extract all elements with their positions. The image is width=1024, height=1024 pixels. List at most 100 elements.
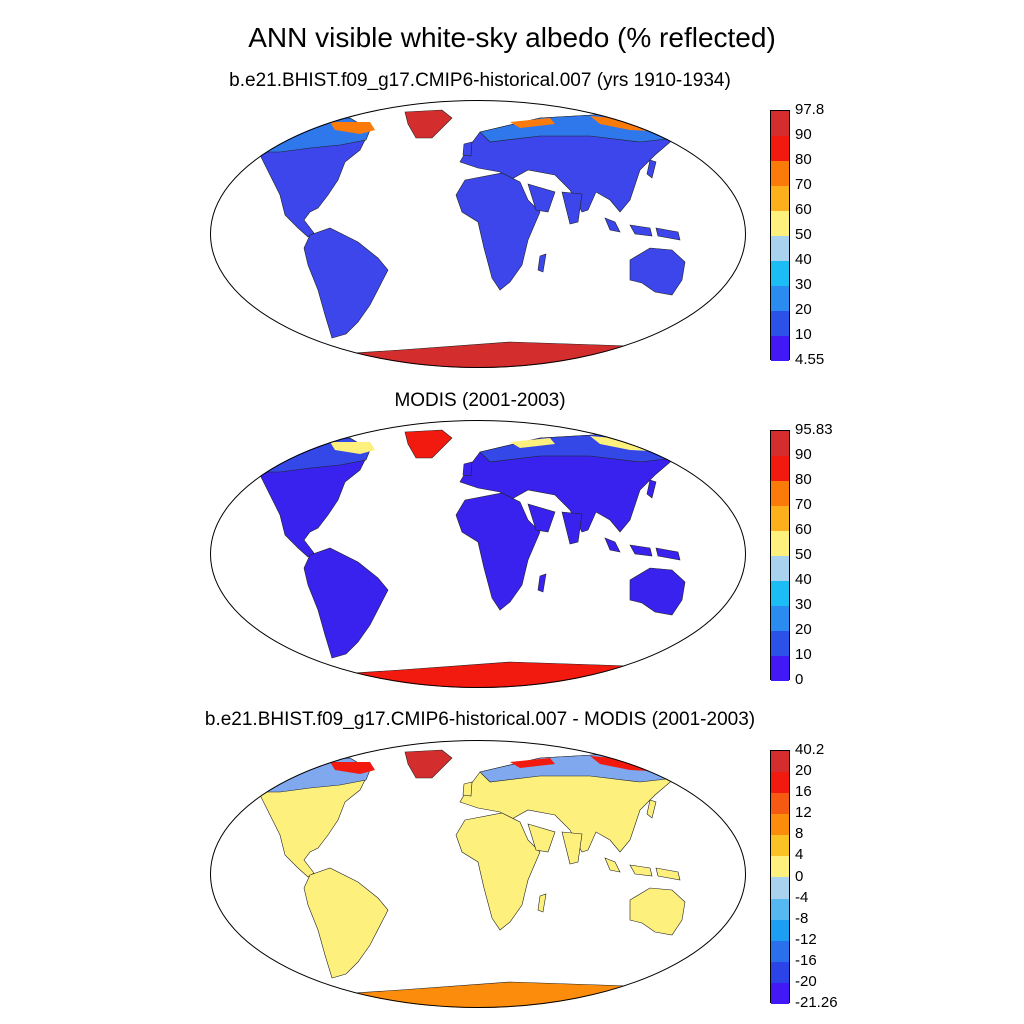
colorbar-tick-label: 4: [795, 846, 804, 864]
colorbar-tick-label: 16: [795, 783, 812, 801]
colorbar-tick-label: 20: [795, 621, 812, 638]
colorbar-tick-label: -12: [795, 930, 817, 948]
south-america-region: [303, 227, 389, 339]
map-projection-outline: [210, 420, 746, 688]
colorbar-swatch: [771, 898, 789, 920]
colorbar-swatch: [771, 286, 789, 311]
antarctica-region: [299, 981, 661, 1008]
japan-region: [646, 479, 657, 499]
modis-colorbar: [770, 430, 790, 681]
colorbar-swatch: [771, 606, 789, 631]
colorbar-tick-label: -20: [795, 972, 817, 990]
colorbar-tick-label: 80: [795, 471, 812, 488]
colorbar-tick-label: 0: [795, 671, 804, 688]
southeast-asia-islands-region: [604, 537, 681, 561]
arctic-coast-region: [330, 436, 672, 454]
model-albedo-map: [210, 100, 746, 368]
british-isles-region: [462, 461, 473, 477]
colorbar-swatch: [771, 814, 789, 836]
colorbar-tick-label: -16: [795, 951, 817, 969]
australia-region: [629, 887, 686, 936]
colorbar-swatch: [771, 631, 789, 656]
british-isles-region: [462, 141, 473, 157]
colorbar-tick-label: 50: [795, 546, 812, 563]
colorbar-swatch: [771, 961, 789, 983]
colorbar-swatch: [771, 531, 789, 556]
arabia-region: [527, 823, 556, 853]
colorbar-tick-label: 12: [795, 804, 812, 822]
colorbar-tick-label: 10: [795, 326, 812, 343]
australia-region: [629, 567, 686, 616]
africa-region: [455, 492, 541, 611]
arctic-coast-region: [330, 116, 672, 134]
australia-region: [629, 247, 686, 296]
map-projection-outline: [210, 100, 746, 368]
colorbar-tick-label: 40: [795, 571, 812, 588]
southeast-asia-islands-region: [604, 217, 681, 241]
colorbar-tick-label: -8: [795, 909, 809, 927]
colorbar-swatch: [771, 236, 789, 261]
colorbar-tick-label: -4: [795, 888, 809, 906]
colorbar-tick-label: 20: [795, 301, 812, 318]
model-panel-title: b.e21.BHIST.f09_g17.CMIP6-historical.007…: [229, 70, 731, 91]
greenland-region: [404, 749, 453, 779]
modis-albedo-map: [210, 420, 746, 688]
arabia-region: [527, 503, 556, 533]
colorbar-swatch: [771, 793, 789, 815]
colorbar-swatch: [771, 751, 789, 773]
colorbar-tick-label: 4.55: [795, 351, 825, 368]
madagascar-region: [537, 573, 547, 593]
colorbar-swatch: [771, 311, 789, 336]
british-isles-region: [462, 781, 473, 797]
model-colorbar: [770, 110, 790, 361]
colorbar-swatch: [771, 506, 789, 531]
india-region: [561, 191, 583, 225]
colorbar-swatch: [771, 186, 789, 211]
colorbar-tick-label: 70: [795, 176, 812, 193]
colorbar-swatch: [771, 261, 789, 286]
colorbar-swatch: [771, 940, 789, 962]
colorbar-tick-label: 20: [795, 762, 812, 780]
colorbar-swatch: [771, 919, 789, 941]
colorbar-tick-label: 8: [795, 825, 804, 843]
africa-region: [455, 812, 541, 931]
colorbar-swatch: [771, 431, 789, 456]
japan-region: [646, 159, 657, 179]
colorbar-tick-label: 90: [795, 446, 812, 463]
colorbar-tick-label: -21.26: [795, 994, 838, 1011]
southeast-asia-islands-region: [604, 857, 681, 881]
colorbar-swatch: [771, 161, 789, 186]
greenland-region: [404, 109, 453, 139]
greenland-region: [404, 429, 453, 459]
africa-region: [455, 172, 541, 291]
colorbar-swatch: [771, 481, 789, 506]
colorbar-tick-label: 40.2: [795, 741, 825, 758]
india-region: [561, 831, 583, 865]
difference-albedo-map: [210, 740, 746, 1008]
colorbar-swatch: [771, 211, 789, 236]
colorbar-tick-label: 30: [795, 596, 812, 613]
colorbar-tick-label: 10: [795, 646, 812, 663]
colorbar-swatch: [771, 877, 789, 899]
antarctica-region: [299, 341, 661, 368]
colorbar-tick-label: 80: [795, 151, 812, 168]
colorbar-tick-label: 30: [795, 276, 812, 293]
colorbar-tick-label: 90: [795, 126, 812, 143]
india-region: [561, 511, 583, 545]
colorbar-swatch: [771, 336, 789, 361]
colorbar-swatch: [771, 556, 789, 581]
arctic-coast-region: [330, 756, 672, 774]
colorbar-swatch: [771, 111, 789, 136]
colorbar-swatch: [771, 772, 789, 794]
south-america-region: [303, 547, 389, 659]
colorbar-tick-label: 50: [795, 226, 812, 243]
colorbar-swatch: [771, 856, 789, 878]
south-america-region: [303, 867, 389, 979]
colorbar-tick-label: 60: [795, 521, 812, 538]
difference-colorbar: [770, 750, 790, 1004]
colorbar-tick-label: 60: [795, 201, 812, 218]
madagascar-region: [537, 253, 547, 273]
antarctica-region: [299, 661, 661, 688]
modis-panel-title: MODIS (2001-2003): [394, 390, 566, 411]
figure-title: ANN visible white-sky albedo (% reflecte…: [248, 22, 776, 53]
